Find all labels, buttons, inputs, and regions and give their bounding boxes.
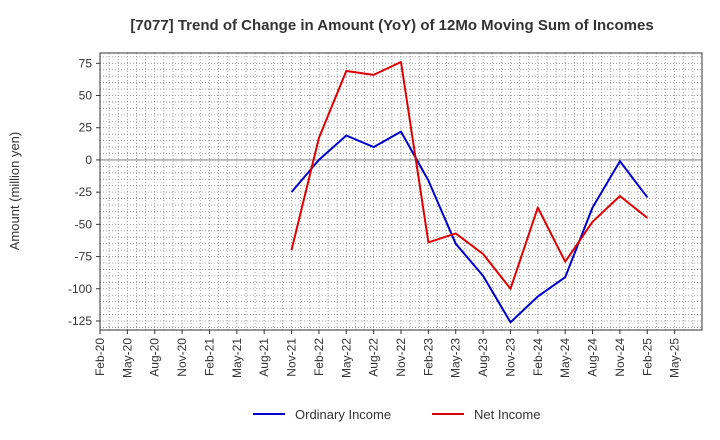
y-tick-label: 25 xyxy=(79,121,93,135)
x-tick-labels: Feb-20 May-20 Aug-20 Nov-20 Feb-21 May-21 Aug-… xyxy=(93,338,682,378)
y-tick-labels: 75 50 25 0 -25 -50 -75 -100 -125 xyxy=(68,56,92,328)
legend-label-1: Net Income xyxy=(474,407,540,422)
x-tick-label: Feb-23 xyxy=(421,338,435,376)
x-tick-label: Aug-20 xyxy=(148,338,162,377)
y-tick-label: -25 xyxy=(75,185,93,199)
x-tick-label: May-23 xyxy=(449,338,463,378)
series-line-0 xyxy=(290,130,649,324)
x-tick-label: Feb-25 xyxy=(640,338,654,376)
x-tick-label: Nov-20 xyxy=(175,338,189,377)
legend-label-0: Ordinary Income xyxy=(295,407,391,422)
x-tick-label: May-21 xyxy=(230,338,244,378)
y-tick-label: 0 xyxy=(85,153,92,167)
y-tick-label: -50 xyxy=(75,217,93,231)
x-tick-label: Aug-24 xyxy=(586,338,600,377)
x-tick-label: Feb-21 xyxy=(202,338,216,376)
y-tick-label: -75 xyxy=(75,250,93,264)
x-tick-label: Feb-22 xyxy=(312,338,326,376)
x-tick-label: Feb-24 xyxy=(531,338,545,376)
x-tick-label: May-22 xyxy=(339,338,353,378)
x-tick-label: May-20 xyxy=(120,338,134,378)
x-tick-label: Feb-20 xyxy=(93,338,107,376)
y-tick-label: 50 xyxy=(79,89,93,103)
legend: Ordinary Income Net Income xyxy=(253,407,540,422)
x-tick-label: Aug-21 xyxy=(257,338,271,377)
x-tick-label: Nov-22 xyxy=(394,338,408,377)
x-tick-label: May-24 xyxy=(558,338,572,378)
x-tick-label: Aug-23 xyxy=(476,338,490,377)
y-tick-label: -125 xyxy=(68,314,92,328)
y-tick-label: 75 xyxy=(79,56,93,70)
axes xyxy=(96,52,703,334)
x-tick-label: Nov-23 xyxy=(503,338,517,377)
x-tick-label: Nov-24 xyxy=(613,338,627,377)
x-tick-label: May-25 xyxy=(668,338,682,378)
y-tick-label: -100 xyxy=(68,282,92,296)
series-line-1 xyxy=(290,61,648,290)
series-lines xyxy=(290,61,649,324)
chart-title: [7077] Trend of Change in Amount (YoY) o… xyxy=(130,17,653,34)
grid xyxy=(99,53,703,330)
x-tick-label: Nov-21 xyxy=(285,338,299,377)
x-tick-label: Aug-22 xyxy=(367,338,381,377)
y-axis-label: Amount (million yen) xyxy=(7,132,22,251)
